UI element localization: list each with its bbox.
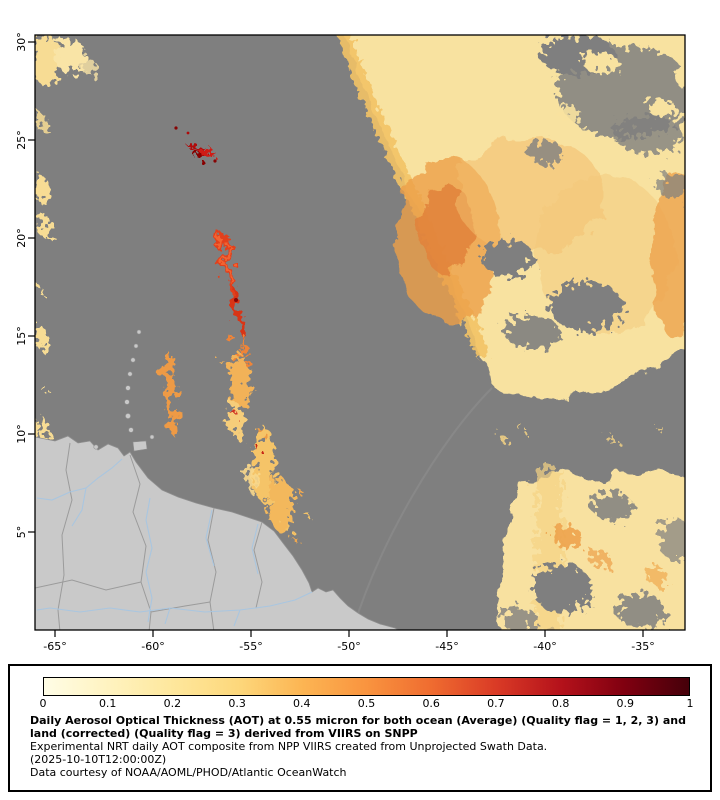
lat-tick-label: 25° bbox=[15, 130, 28, 150]
legend-title: Daily Aerosol Optical Thickness (AOT) at… bbox=[30, 714, 686, 740]
aot-red-plumes bbox=[164, 126, 310, 542]
lon-tick-label: -60° bbox=[141, 640, 164, 653]
aot-patches-west bbox=[35, 35, 97, 442]
lat-tick-label: 5° bbox=[15, 526, 28, 539]
aot-swath-east bbox=[336, 35, 685, 399]
colorbar-tick: 0.2 bbox=[163, 697, 182, 710]
legend-timestamp: (2025-10-10T12:00:00Z) bbox=[30, 753, 167, 766]
axis-labels: 30° 25° 20° 15° 10° 5° -65° -60° -55° -5… bbox=[15, 32, 655, 653]
colorbar-tick: 1 bbox=[686, 697, 694, 710]
lat-tick-label: 10° bbox=[15, 424, 28, 444]
axis-ticks bbox=[28, 41, 644, 637]
lon-tick-label: -55° bbox=[239, 640, 262, 653]
legend-subtitle: Experimental NRT daily AOT composite fro… bbox=[30, 740, 548, 753]
lesser-antilles-islands bbox=[93, 329, 155, 452]
map-frame bbox=[34, 34, 686, 631]
aot-map: 30° 25° 20° 15° 10° 5° -65° -60° -55° -5… bbox=[15, 32, 686, 653]
legend-credit: Data courtesy of NOAA/AOML/PHOD/Atlantic… bbox=[30, 766, 347, 779]
south-america-land bbox=[35, 329, 400, 630]
map-frame-and-axes: 30° 25° 20° 15° 10° 5° -65° -60° -55° -5… bbox=[15, 32, 686, 653]
colorbar-tick: 0.7 bbox=[487, 697, 505, 710]
legend-panel: 0 0.1 0.2 0.3 0.4 0.5 0.6 0.7 0.8 0.9 1 … bbox=[8, 664, 712, 792]
colorbar-tick: 0.3 bbox=[228, 697, 246, 710]
lon-tick-label: -65° bbox=[43, 640, 66, 653]
colorbar-tick-labels: 0 0.1 0.2 0.3 0.4 0.5 0.6 0.7 0.8 0.9 1 bbox=[39, 697, 694, 711]
aot-patch-southeast bbox=[498, 425, 685, 630]
swath-seam-line bbox=[351, 387, 493, 630]
legend-caption: Daily Aerosol Optical Thickness (AOT) at… bbox=[30, 714, 692, 779]
colorbar-tick: 0.4 bbox=[293, 697, 311, 710]
lat-tick-label: 30° bbox=[15, 32, 28, 52]
swath-speckles bbox=[558, 52, 685, 123]
rivers bbox=[36, 458, 313, 627]
colorbar-tick: 0.1 bbox=[98, 697, 117, 710]
colorbar-tick: 0.5 bbox=[357, 697, 376, 710]
colorbar bbox=[43, 677, 690, 696]
lon-tick-label: -40° bbox=[533, 640, 556, 653]
colorbar-tick: 0.9 bbox=[616, 697, 635, 710]
lat-tick-label: 20° bbox=[15, 228, 28, 248]
lon-tick-label: -35° bbox=[631, 640, 654, 653]
aot-map-svg: 30° 25° 20° 15° 10° 5° -65° -60° -55° -5… bbox=[15, 32, 686, 653]
colorbar-tick: 0.6 bbox=[422, 697, 440, 710]
lon-tick-label: -50° bbox=[337, 640, 360, 653]
colorbar-tick: 0.8 bbox=[551, 697, 570, 710]
colorbar-tick: 0 bbox=[39, 697, 47, 710]
lon-tick-label: -45° bbox=[435, 640, 458, 653]
lat-tick-label: 15° bbox=[15, 326, 28, 346]
